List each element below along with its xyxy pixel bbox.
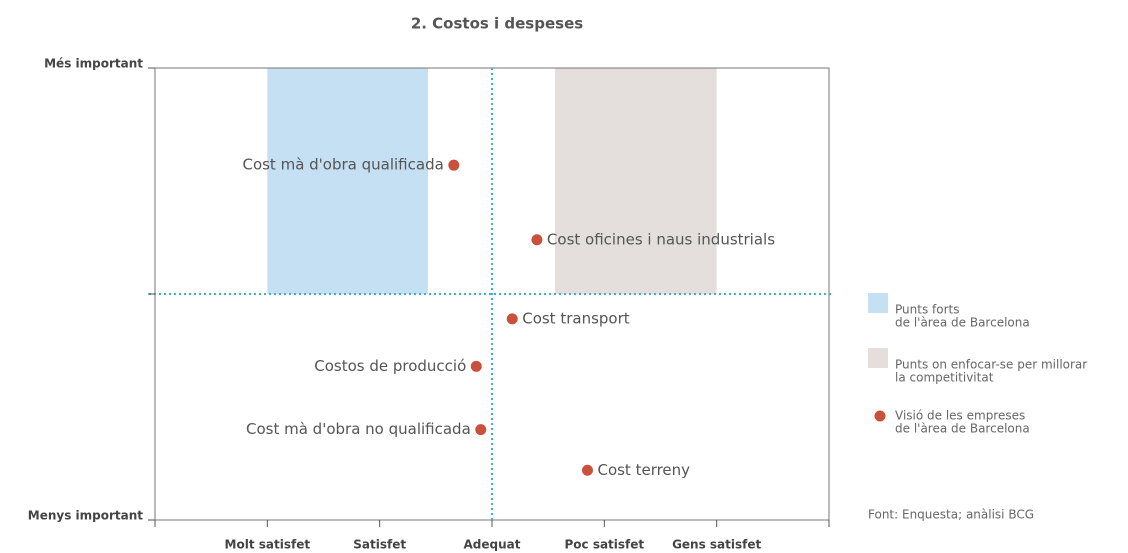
legend-label: Visió de les empreses [895,409,1025,423]
point [531,234,543,246]
point [448,159,460,171]
point-label: Costos de producció [314,357,466,375]
region [267,68,428,294]
x-tick-label: Satisfet [353,538,406,552]
point-label: Cost mà d'obra qualificada [242,156,443,174]
point-label: Cost terreny [597,461,690,479]
region [554,68,717,294]
legend-label: Punts on enfocar-se per millorar [895,358,1087,372]
legend-label: Punts forts [895,303,959,317]
point-label: Cost mà d'obra no qualificada [246,420,471,438]
point [470,360,482,372]
x-tick-label: Gens satisfet [672,538,761,552]
legend-label: de l'àrea de Barcelona [895,316,1030,330]
chart-title: 2. Costos i despeses [411,15,583,33]
x-tick-label: Poc satisfet [564,538,644,552]
point [475,424,487,436]
point-label: Cost oficines i naus industrials [547,230,775,248]
source: Font: Enquesta; anàlisi BCG [868,508,1034,522]
legend-swatch [868,348,888,368]
point-label: Cost transport [522,309,630,327]
point [506,313,518,325]
y-tick-label: Més important [44,57,143,71]
y-tick-label: Menys important [28,509,144,523]
x-tick-label: Adequat [464,538,521,552]
legend-swatch [868,293,888,313]
x-tick-label: Molt satisfet [225,538,311,552]
legend-label: la competitivitat [895,371,994,385]
legend-swatch [874,410,886,422]
legend-label: de l'àrea de Barcelona [895,422,1030,436]
point [581,464,593,476]
